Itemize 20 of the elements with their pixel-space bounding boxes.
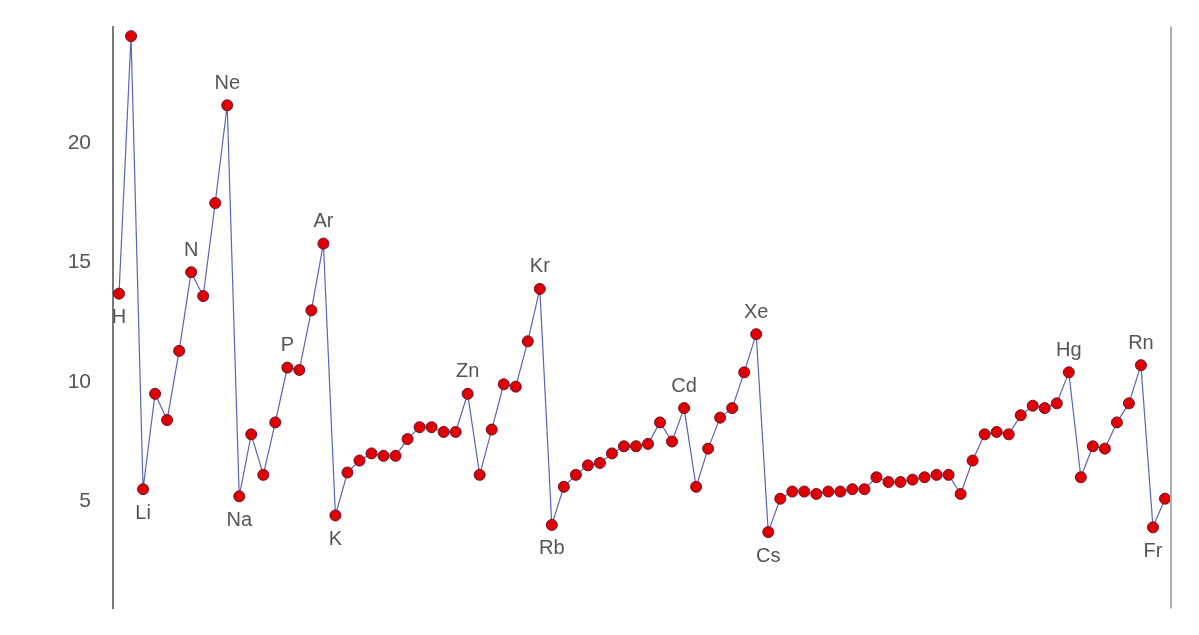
- y-tick-label: 15: [67, 249, 91, 273]
- annotation: Zn: [456, 359, 480, 382]
- annotation: Rn: [1128, 330, 1154, 353]
- annotation: Rb: [539, 536, 565, 559]
- annotation: Na: [226, 507, 253, 530]
- annotation: Cs: [756, 543, 781, 566]
- annotation: Xe: [743, 299, 769, 322]
- annotation: Kr: [529, 254, 551, 277]
- annotation: Hg: [1056, 337, 1082, 360]
- annotation: Ne: [214, 70, 240, 93]
- y-tick-label: 20: [67, 130, 91, 154]
- annotation: Li: [135, 500, 151, 523]
- y-tick-label: 10: [67, 368, 91, 392]
- annotation: Fr: [1143, 538, 1163, 561]
- annotation: Ar: [313, 209, 334, 232]
- annotation: Cd: [671, 373, 697, 396]
- annotation: K: [328, 526, 343, 549]
- annotation: N: [183, 237, 199, 260]
- annotation: P: [280, 333, 294, 356]
- y-tick-label: 5: [79, 487, 91, 511]
